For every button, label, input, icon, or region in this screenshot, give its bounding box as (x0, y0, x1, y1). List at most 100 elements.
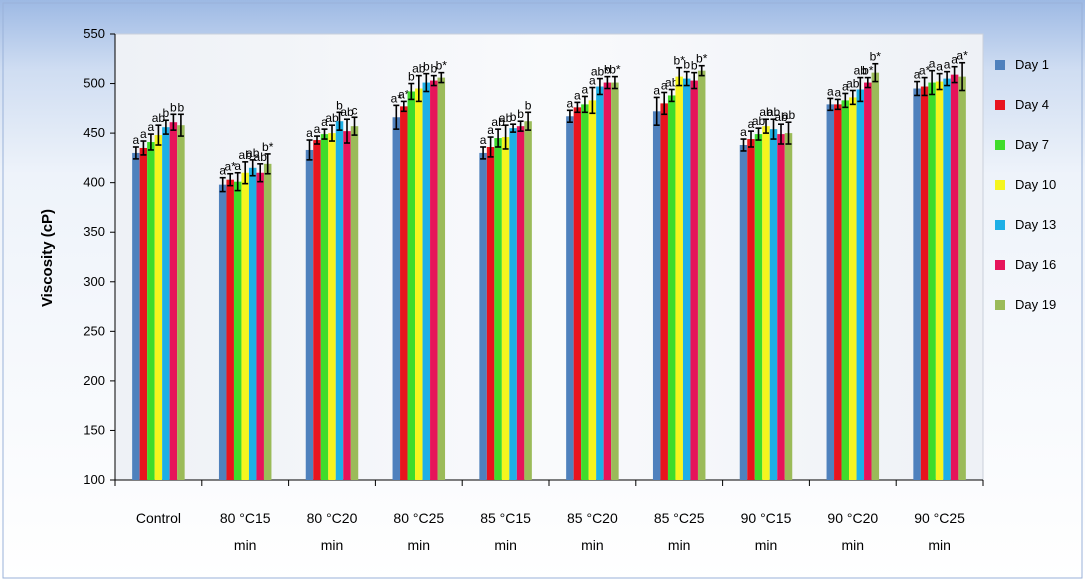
significance-label: a (487, 123, 494, 137)
bar (313, 140, 321, 480)
significance-label: a (834, 85, 841, 99)
bar (248, 167, 257, 481)
significance-label: a (842, 79, 849, 93)
significance-label: ab (782, 108, 796, 122)
x-tick-label: min (668, 537, 691, 553)
significance-label: ab* (591, 65, 609, 79)
legend-swatch (995, 100, 1005, 110)
bar (263, 163, 272, 480)
bar (784, 133, 793, 480)
y-tick-label: 250 (83, 323, 105, 338)
bar (747, 139, 755, 480)
x-tick-label: min (234, 537, 257, 553)
bar (573, 107, 582, 480)
significance-label: b (691, 59, 698, 73)
x-tick-label: 85 °C25 (654, 510, 705, 526)
significance-label: b* (862, 64, 874, 78)
bar (415, 88, 423, 480)
bar (588, 100, 597, 480)
significance-label: a (480, 133, 487, 147)
significance-label: ab (412, 62, 426, 76)
y-tick-label: 500 (83, 76, 105, 91)
significance-label: b (170, 100, 177, 114)
x-tick-label: 85 °C20 (567, 510, 618, 526)
x-tick-label: 80 °C25 (393, 510, 444, 526)
significance-label: a (306, 126, 313, 140)
legend-label: Day 13 (1015, 217, 1056, 232)
bar (596, 86, 604, 480)
bar (132, 152, 140, 480)
bar (479, 152, 487, 480)
significance-label: a (148, 120, 155, 134)
significance-label: a (936, 60, 943, 74)
bar (509, 128, 517, 480)
bar (392, 117, 401, 481)
legend-label: Day 10 (1015, 177, 1056, 192)
legend-swatch (995, 140, 1005, 150)
bar (524, 121, 532, 481)
significance-label: ab (499, 111, 513, 125)
significance-label: b* (436, 59, 448, 73)
significance-label: a (574, 88, 581, 102)
significance-label: b (163, 106, 170, 120)
significance-label: ab (665, 76, 679, 90)
significance-label: ab (340, 105, 354, 119)
bar (256, 172, 264, 480)
significance-label: b (604, 63, 611, 77)
y-tick-label: 150 (83, 422, 105, 437)
bar (400, 106, 408, 481)
bar (864, 82, 872, 480)
bar (841, 100, 850, 480)
significance-label: b (336, 98, 343, 112)
bar (422, 82, 431, 480)
significance-label: b* (674, 54, 686, 68)
bar (690, 80, 698, 481)
significance-label: a (914, 68, 921, 82)
significance-label: ab (246, 146, 260, 160)
bar (154, 135, 163, 481)
legend-swatch (995, 180, 1005, 190)
bar (177, 125, 185, 480)
significance-label: a (951, 53, 958, 67)
x-tick-label: min (408, 537, 431, 553)
significance-label: a* (225, 160, 237, 174)
bar (320, 134, 329, 480)
bar (667, 95, 676, 481)
bar (581, 104, 589, 480)
significance-label: ab (239, 148, 253, 162)
significance-label: a (944, 58, 951, 72)
bar (516, 126, 525, 480)
significance-label: b (517, 107, 524, 121)
significance-label: b* (262, 140, 274, 154)
y-tick-label: 350 (83, 224, 105, 239)
significance-label: a (740, 125, 747, 139)
bar (826, 104, 835, 480)
y-tick-label: 100 (83, 472, 105, 487)
significance-label: b* (609, 63, 621, 77)
y-tick-label: 300 (83, 274, 105, 289)
significance-label: a (234, 159, 241, 173)
legend-swatch (995, 220, 1005, 230)
bar (139, 147, 148, 480)
bar (437, 77, 446, 480)
bar (950, 74, 959, 480)
significance-label: ab (846, 76, 860, 90)
significance-label: ab (491, 115, 505, 129)
bar (928, 82, 936, 480)
significance-label: a* (398, 87, 410, 101)
legend-swatch (995, 260, 1005, 270)
bar (834, 104, 842, 480)
bar (218, 184, 227, 480)
bar (652, 111, 661, 480)
legend-label: Day 19 (1015, 297, 1056, 312)
significance-label: a (653, 83, 660, 97)
x-tick-label: 90 °C20 (827, 510, 878, 526)
significance-label: a (567, 96, 574, 110)
bar (754, 134, 763, 480)
significance-label: a (133, 133, 140, 147)
bar (501, 137, 510, 480)
significance-label: a (321, 115, 328, 129)
bar (407, 91, 416, 481)
bar (305, 149, 314, 480)
bar (856, 89, 865, 480)
